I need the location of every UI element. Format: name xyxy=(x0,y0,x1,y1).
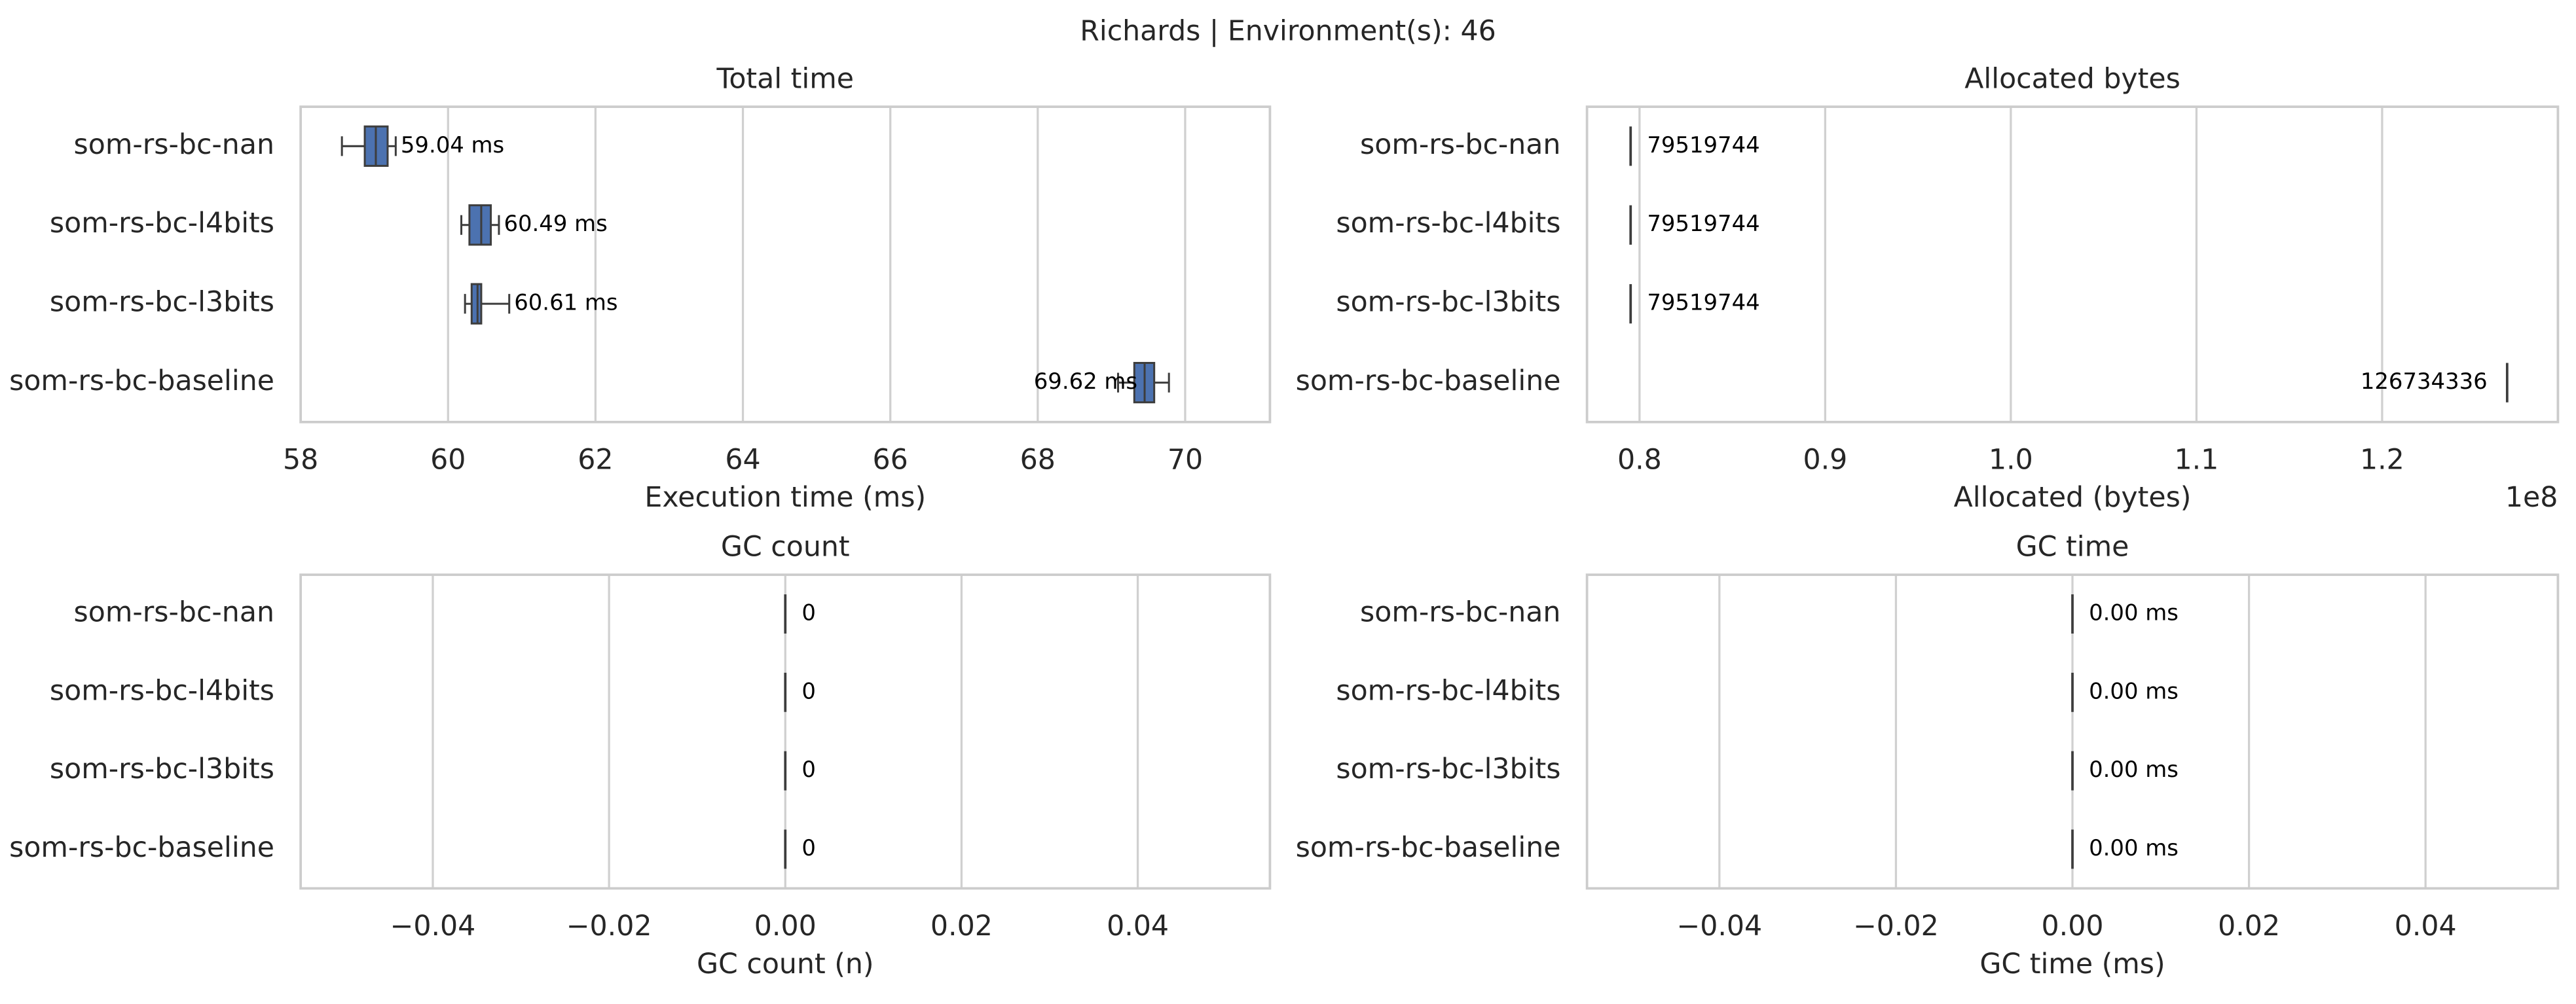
y-tick-label: som-rs-bc-baseline xyxy=(1296,831,1561,864)
x-tick-label: 66 xyxy=(873,444,908,476)
x-tick-label: −0.04 xyxy=(390,910,476,942)
x-axis-label: GC count (n) xyxy=(697,948,874,980)
x-tick-label: 1.2 xyxy=(2360,444,2404,476)
x-tick-label: 0.02 xyxy=(2218,910,2280,942)
x-tick-label: 0.04 xyxy=(1107,910,1169,942)
plot-frame xyxy=(1585,105,2560,423)
data-label: 79519744 xyxy=(1647,132,1759,158)
x-tick-label: 62 xyxy=(578,444,613,476)
subplot-title: Allocated bytes xyxy=(1964,62,2180,95)
y-tick-label: som-rs-bc-l4bits xyxy=(50,207,274,240)
plot-frame xyxy=(299,105,1272,423)
subplot-title: GC count xyxy=(721,531,850,564)
data-label: 69.62 ms xyxy=(1034,368,1137,394)
x-tick-label: 70 xyxy=(1168,444,1203,476)
x-tick-label: 0.8 xyxy=(1617,444,1662,476)
plot-frame xyxy=(1585,573,2560,890)
y-tick-label: som-rs-bc-baseline xyxy=(9,831,274,864)
box xyxy=(468,204,492,246)
subplot-title: Total time xyxy=(716,62,854,95)
data-label: 79519744 xyxy=(1647,290,1759,315)
data-label: 79519744 xyxy=(1647,211,1759,236)
x-tick-label: 0.00 xyxy=(754,910,817,942)
data-label: 0 xyxy=(801,600,816,626)
y-tick-label: som-rs-bc-l3bits xyxy=(50,286,274,319)
data-label: 126734336 xyxy=(2361,368,2488,394)
x-tick-label: 0.04 xyxy=(2395,910,2457,942)
x-axis-label: Execution time (ms) xyxy=(644,481,926,514)
x-tick-label: 68 xyxy=(1020,444,1056,476)
data-label: 0.00 ms xyxy=(2089,600,2179,626)
y-tick-label: som-rs-bc-nan xyxy=(74,596,274,629)
x-axis-label: Allocated (bytes) xyxy=(1954,481,2192,514)
x-tick-label: 0.9 xyxy=(1803,444,1847,476)
data-label: 0 xyxy=(801,757,816,782)
data-label: 0.00 ms xyxy=(2089,835,2179,861)
y-tick-label: som-rs-bc-nan xyxy=(74,128,274,161)
data-label: 60.61 ms xyxy=(514,290,617,315)
axis-offset-label: 1e8 xyxy=(2505,481,2558,514)
x-axis-label: GC time (ms) xyxy=(1979,948,2165,980)
y-tick-label: som-rs-bc-nan xyxy=(1360,128,1560,161)
y-tick-label: som-rs-bc-baseline xyxy=(9,365,274,397)
x-tick-label: 60 xyxy=(430,444,466,476)
data-label: 0.00 ms xyxy=(2089,757,2179,782)
y-tick-label: som-rs-bc-l3bits xyxy=(1336,753,1560,785)
data-label: 59.04 ms xyxy=(401,132,504,158)
y-tick-label: som-rs-bc-l4bits xyxy=(1336,207,1560,240)
data-label: 0 xyxy=(801,678,816,704)
plot-frame xyxy=(299,573,1272,890)
y-tick-label: som-rs-bc-l4bits xyxy=(1336,674,1560,707)
subplot-title: GC time xyxy=(2016,531,2129,564)
x-tick-label: −0.02 xyxy=(566,910,652,942)
y-tick-label: som-rs-bc-l3bits xyxy=(1336,286,1560,319)
data-label: 0.00 ms xyxy=(2089,678,2179,704)
data-label: 0 xyxy=(801,835,816,861)
x-tick-label: 58 xyxy=(283,444,318,476)
x-tick-label: 0.02 xyxy=(930,910,993,942)
box xyxy=(470,283,483,325)
data-label: 60.49 ms xyxy=(504,211,607,236)
figure-title: Richards | Environment(s): 46 xyxy=(1080,15,1496,48)
y-tick-label: som-rs-bc-l4bits xyxy=(50,674,274,707)
y-tick-label: som-rs-bc-l3bits xyxy=(50,753,274,785)
x-tick-label: 1.0 xyxy=(1989,444,2033,476)
x-tick-label: −0.02 xyxy=(1853,910,1939,942)
y-tick-label: som-rs-bc-nan xyxy=(1360,596,1560,629)
x-tick-label: 0.00 xyxy=(2042,910,2104,942)
x-tick-label: 1.1 xyxy=(2174,444,2218,476)
x-tick-label: −0.04 xyxy=(1676,910,1762,942)
y-tick-label: som-rs-bc-baseline xyxy=(1296,365,1561,397)
x-tick-label: 64 xyxy=(725,444,760,476)
